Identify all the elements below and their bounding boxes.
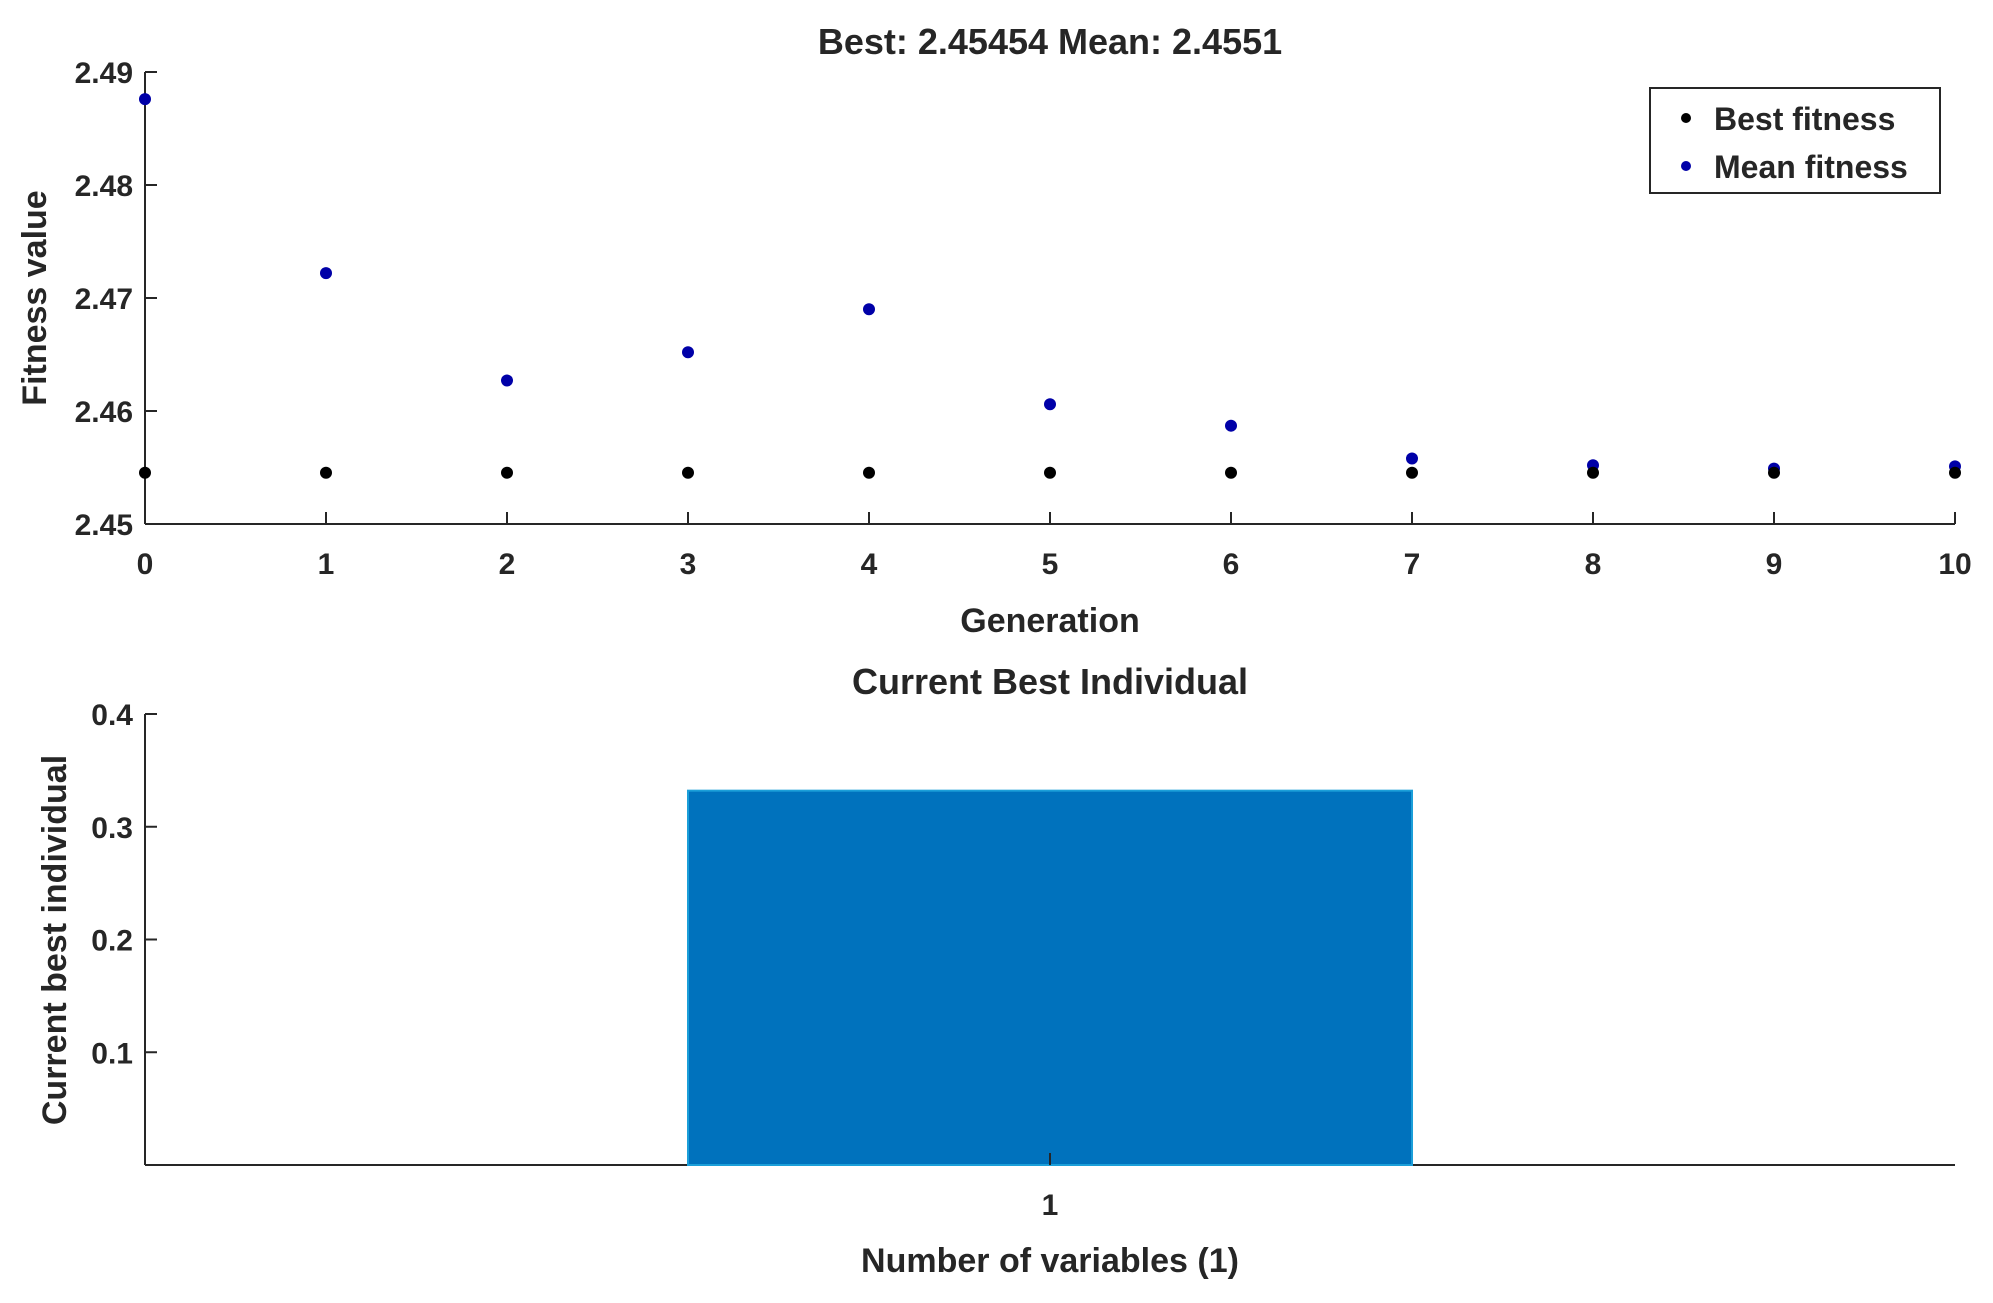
fitness-y-ticks: 2.45 2.46 2.47 2.48 2.49: [75, 57, 157, 542]
bar: [687, 789, 1413, 1166]
fitness-y-tick-label: 2.48: [75, 170, 133, 203]
fitness-x-tick-label: 10: [1938, 548, 1971, 581]
best-fitness-point: [501, 466, 513, 479]
legend-marker-mean: [1681, 161, 1691, 171]
fitness-x-tick-label: 8: [1585, 548, 1602, 581]
mean-fitness-point: [1225, 419, 1237, 432]
fitness-x-label: Generation: [960, 602, 1139, 640]
mean-fitness-point: [1406, 452, 1418, 465]
legend-marker-best: [1681, 113, 1691, 123]
best-individual-y-ticks: 0.1 0.2 0.3 0.4: [91, 699, 157, 1070]
fitness-x-tick-label: 1: [318, 548, 335, 581]
fitness-chart: Best: 2.45454 Mean: 2.4551 0 1 2 3 4 5 6 7 8 9 10 …: [16, 21, 1972, 640]
mean-fitness-point: [1044, 398, 1056, 411]
fitness-y-tick-label: 2.49: [75, 57, 133, 90]
best-individual-y-tick-label: 0.3: [91, 812, 133, 845]
best-individual-title: Current Best Individual: [852, 661, 1248, 702]
legend-label-mean: Mean fitness: [1714, 149, 1908, 185]
fitness-x-tick-label: 3: [680, 548, 697, 581]
fitness-x-tick-label: 5: [1042, 548, 1059, 581]
best-fitness-point: [682, 466, 694, 479]
best-fitness-point: [139, 466, 151, 479]
mean-fitness-point: [682, 346, 694, 359]
fitness-y-tick-label: 2.47: [75, 283, 133, 316]
fitness-chart-title: Best: 2.45454 Mean: 2.4551: [818, 21, 1282, 62]
best-fitness-point: [1044, 466, 1056, 479]
mean-fitness-point: [320, 267, 332, 280]
fitness-x-tick-label: 2: [499, 548, 516, 581]
legend-label-best: Best fitness: [1714, 101, 1895, 137]
fitness-x-tick-label: 4: [861, 548, 878, 581]
best-individual-y-label: Current best individual: [36, 755, 74, 1125]
fitness-x-tick-label: 0: [137, 548, 154, 581]
fitness-y-tick-label: 2.45: [75, 509, 133, 542]
fitness-legend: Best fitness Mean fitness: [1649, 87, 1941, 194]
best-fitness-point: [1406, 466, 1418, 479]
best-fitness-point: [863, 466, 875, 479]
best-fitness-point: [1768, 466, 1780, 479]
fitness-x-tick-label: 6: [1223, 548, 1240, 581]
mean-fitness-point: [139, 93, 151, 106]
legend-box: [1649, 87, 1941, 194]
best-individual-x-tick-label: 1: [1042, 1189, 1059, 1222]
best-fitness-point: [1587, 466, 1599, 479]
mean-fitness-point: [863, 303, 875, 316]
fitness-x-ticks: 0 1 2 3 4 5 6 7 8 9 10: [137, 512, 1972, 581]
best-individual-x-ticks: 1: [1042, 1153, 1059, 1222]
best-individual-bars: [687, 789, 1413, 1166]
best-individual-y-tick-label: 0.1: [91, 1037, 133, 1070]
best-fitness-point: [1949, 466, 1961, 479]
mean-fitness-point: [501, 374, 513, 387]
best-individual-y-tick-label: 0.2: [91, 925, 133, 958]
fitness-x-tick-label: 9: [1766, 548, 1783, 581]
fitness-x-tick-label: 7: [1404, 548, 1421, 581]
best-fitness-point: [1225, 466, 1237, 479]
best-individual-y-tick-label: 0.4: [91, 699, 133, 732]
best-individual-chart: Current Best Individual 0.1 0.2 0.3 0.4 1 N…: [36, 661, 1955, 1280]
fitness-y-tick-label: 2.46: [75, 396, 133, 429]
fitness-y-label: Fitness value: [16, 190, 54, 405]
best-individual-x-label: Number of variables (1): [861, 1242, 1239, 1280]
best-fitness-point: [320, 466, 332, 479]
fitness-points: [139, 93, 1961, 479]
